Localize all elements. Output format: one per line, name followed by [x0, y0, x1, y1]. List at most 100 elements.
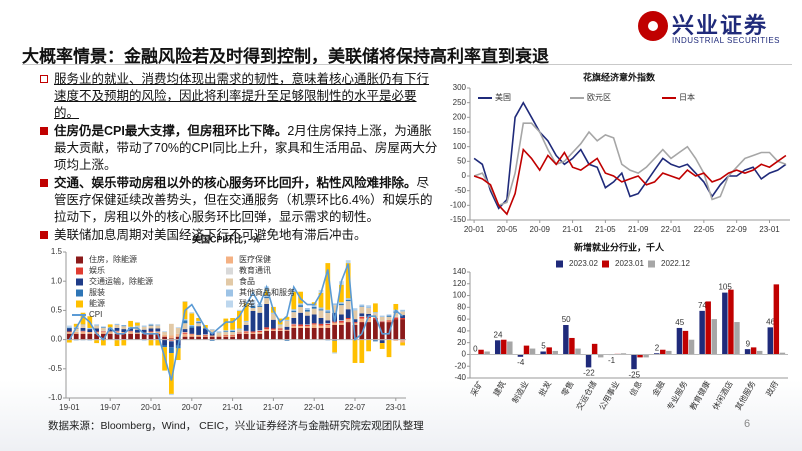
bar-segment	[135, 333, 140, 340]
bar-segment	[155, 324, 161, 326]
bar-segment	[271, 313, 276, 320]
bar-segment	[141, 325, 147, 327]
bar-segment	[359, 339, 365, 363]
bar-segment	[386, 314, 392, 316]
bar-segment	[169, 393, 174, 396]
x-tick-label: 采矿	[468, 379, 485, 398]
y-tick-label: 80	[457, 302, 466, 311]
y-tick-label: 1.0	[51, 276, 63, 285]
bar-segment	[114, 327, 120, 331]
bar	[688, 339, 695, 355]
bar-segment	[345, 309, 351, 318]
logo-name: 兴业证券	[672, 13, 769, 38]
bar-segment	[243, 332, 249, 334]
bar-segment	[373, 340, 378, 342]
bar-segment	[366, 339, 371, 352]
bar-segment	[345, 301, 351, 310]
bar-segment	[345, 260, 351, 264]
bullet: 美联储加息周期对美国经济下行不可避免地有滞后冲击。	[40, 227, 438, 244]
bar-segment	[114, 325, 120, 328]
bar	[666, 350, 672, 355]
bar-segment	[386, 316, 392, 321]
bar-segment	[189, 325, 195, 327]
bar-segment	[366, 308, 371, 314]
bar-segment	[393, 339, 399, 341]
bar-segment	[189, 326, 195, 328]
bar-segment	[182, 332, 188, 334]
data-label: -1	[608, 356, 616, 365]
bar-segment	[67, 327, 72, 329]
bar-segment	[264, 329, 269, 331]
bar-segment	[243, 331, 249, 333]
bullet-text: 服务业的就业、消费均体现出需求的韧性，意味着核心通胀仍有下行速度不及预期的风险，…	[54, 72, 430, 120]
bar-segment	[325, 339, 331, 341]
bar	[744, 349, 751, 355]
bar-segment	[209, 329, 215, 330]
bar-segment	[277, 330, 283, 340]
bar-segment	[169, 353, 174, 394]
bar-segment	[189, 334, 195, 337]
bar-segment	[87, 333, 93, 340]
x-tick-label: 20-05	[497, 225, 518, 234]
x-tick-label: 23-01	[759, 225, 780, 234]
legend-swatch	[76, 278, 83, 286]
bar-segment	[284, 330, 290, 331]
x-tick-label: 19-07	[100, 403, 121, 412]
bar-segment	[169, 323, 174, 336]
x-tick-label: 信息	[627, 379, 644, 398]
bar	[773, 284, 780, 355]
bar	[779, 352, 786, 355]
line-series	[473, 122, 787, 207]
bar-segment	[87, 329, 93, 333]
x-tick-label: 22-01	[304, 403, 325, 412]
x-tick-label: 制造业	[510, 379, 531, 405]
bar-segment	[352, 309, 358, 311]
bar-segment	[169, 338, 174, 340]
bar-segment	[148, 325, 154, 326]
bar-segment	[243, 303, 249, 321]
bar-segment	[67, 333, 72, 340]
bar-segment	[352, 319, 358, 323]
bar-segment	[345, 263, 351, 299]
x-tick-label: 22-07	[345, 403, 366, 412]
bar-segment	[175, 333, 181, 337]
bar-segment	[250, 331, 256, 333]
bar-segment	[264, 327, 269, 330]
bar-segment	[230, 332, 235, 335]
bar-segment	[87, 327, 93, 330]
bar-segment	[379, 315, 385, 317]
bar-segment	[393, 303, 399, 310]
x-tick-label: 20-07	[182, 403, 203, 412]
bar-segment	[352, 308, 358, 310]
bar-segment	[67, 325, 72, 327]
bar-segment	[80, 312, 86, 325]
bar-segment	[400, 317, 405, 320]
legend-label: CPI	[89, 310, 102, 319]
x-tick-label: 20-09	[530, 225, 551, 234]
bar	[682, 330, 689, 355]
bar-segment	[366, 306, 371, 309]
bar-segment	[325, 312, 331, 321]
bar-segment	[311, 327, 317, 340]
bar-segment	[298, 327, 303, 340]
bar-segment	[325, 309, 331, 312]
bar-segment	[73, 331, 79, 333]
bullet-bold: 交通、娱乐带动房租以外的核心服务环比回升，粘性风险难排除。	[54, 176, 417, 190]
bar-segment	[298, 312, 303, 325]
bar-segment	[284, 316, 290, 320]
data-label: -4	[517, 358, 525, 367]
bar-segment	[277, 329, 283, 331]
legend-label: 日本	[679, 92, 695, 102]
bar-segment	[250, 333, 256, 340]
bar-segment	[87, 339, 93, 341]
bar-segment	[107, 333, 113, 340]
slide-title: 大概率情景：金融风险若及时得到控制，美联储将保持高利率直到衰退	[22, 47, 549, 66]
y-tick-label: 60	[457, 314, 466, 323]
bar-segment	[400, 311, 405, 316]
bar-segment	[250, 332, 256, 334]
bar-segment	[175, 327, 181, 334]
bar-segment	[345, 322, 351, 340]
bar-segment	[107, 328, 113, 332]
bar-segment	[359, 316, 365, 319]
bar-segment	[243, 301, 249, 304]
